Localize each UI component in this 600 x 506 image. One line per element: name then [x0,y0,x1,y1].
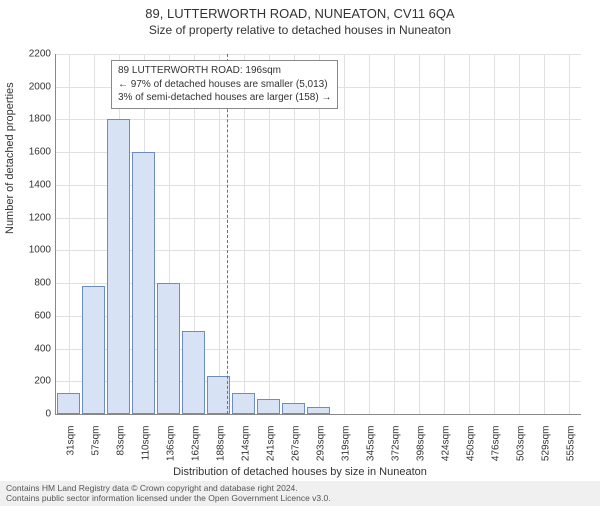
gridline-vertical [344,54,345,414]
gridline-vertical [69,54,70,414]
histogram-bar [182,331,205,414]
y-tick-label: 0 [11,409,51,420]
gridline-vertical [519,54,520,414]
histogram-bar [257,399,280,414]
y-tick-label: 1600 [11,147,51,158]
y-tick-label: 2200 [11,49,51,60]
histogram-bar [107,119,130,414]
gridline-vertical [569,54,570,414]
y-tick-label: 1400 [11,179,51,190]
y-tick-label: 2000 [11,81,51,92]
histogram-bar [307,407,330,414]
y-tick-label: 1800 [11,114,51,125]
gridline-vertical [444,54,445,414]
y-tick-label: 1000 [11,245,51,256]
histogram-bar [157,283,180,414]
chart-area: 0200400600800100012001400160018002000220… [55,54,580,414]
histogram-bar [82,286,105,414]
y-tick-label: 1200 [11,212,51,223]
histogram-bar [57,393,80,414]
footer: Contains HM Land Registry data © Crown c… [0,481,600,506]
annotation-line1: 89 LUTTERWORTH ROAD: 196sqm [118,64,331,78]
y-tick-label: 400 [11,343,51,354]
gridline-vertical [394,54,395,414]
annotation-line2: ← 97% of detached houses are smaller (5,… [118,78,331,92]
gridline-vertical [469,54,470,414]
histogram-bar [132,152,155,414]
gridline-vertical [494,54,495,414]
y-tick-label: 200 [11,376,51,387]
page-subtitle: Size of property relative to detached ho… [0,23,600,37]
x-axis-label: Distribution of detached houses by size … [0,466,600,478]
footer-line2: Contains public sector information licen… [6,493,594,504]
histogram-bar [232,393,255,414]
footer-line1: Contains HM Land Registry data © Crown c… [6,483,594,494]
gridline-vertical [419,54,420,414]
annotation-line3: 3% of semi-detached houses are larger (1… [118,91,331,105]
gridline-vertical [544,54,545,414]
y-tick-label: 800 [11,278,51,289]
page-title: 89, LUTTERWORTH ROAD, NUNEATON, CV11 6QA [0,6,600,21]
histogram-bar [282,403,305,414]
gridline-vertical [369,54,370,414]
annotation-box: 89 LUTTERWORTH ROAD: 196sqm ← 97% of det… [111,60,338,109]
y-tick-label: 600 [11,310,51,321]
